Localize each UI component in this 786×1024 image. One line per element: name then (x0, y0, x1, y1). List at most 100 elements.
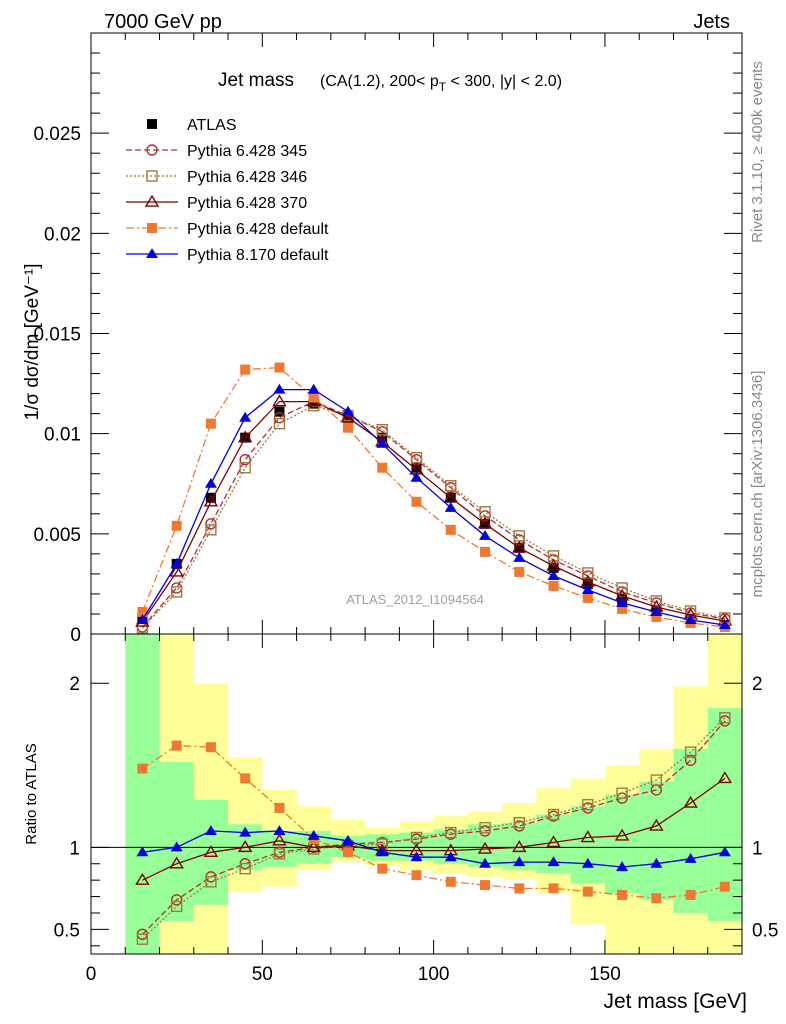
data-point (548, 562, 559, 573)
data-point (273, 383, 286, 394)
data-point (274, 406, 285, 417)
data-point (307, 829, 320, 840)
data-point (480, 880, 491, 891)
uncertainty-bands (125, 634, 742, 954)
data-point (581, 584, 594, 594)
band-inner-bin (604, 794, 640, 894)
ratio-plot (91, 711, 742, 945)
data-point (205, 418, 216, 429)
data-point (136, 933, 149, 945)
data-point (342, 847, 353, 858)
y-tick-label: 0 (70, 625, 81, 646)
data-point (137, 606, 148, 617)
ratio-y-tick-label-right: 0.5 (752, 920, 778, 941)
data-point (204, 477, 217, 488)
data-point (512, 540, 527, 553)
data-point (136, 846, 149, 857)
data-point (272, 833, 287, 846)
data-point (137, 763, 148, 774)
y-tick-label: 0.02 (44, 224, 81, 245)
data-point (513, 856, 526, 867)
series-line (142, 777, 726, 881)
data-point (479, 821, 491, 834)
data-point (308, 398, 319, 409)
data-point (514, 566, 525, 577)
y-tick-label: 0.01 (44, 425, 81, 446)
data-point (683, 795, 698, 808)
legend-marker (144, 194, 160, 207)
data-point (170, 900, 183, 913)
data-point (650, 595, 663, 607)
legend-entry: Pythia 8.170 default (126, 247, 329, 264)
data-point (582, 592, 593, 603)
legend-entry: Pythia 6.428 default (126, 221, 329, 238)
x-tick-label: 150 (589, 964, 621, 985)
data-point (445, 876, 456, 887)
ratio-y-tick-label-right: 1 (752, 838, 763, 859)
data-point (548, 883, 559, 894)
data-point (135, 872, 150, 885)
data-point (479, 529, 492, 540)
data-point (171, 740, 182, 751)
data-point (376, 846, 389, 857)
data-point (581, 857, 594, 868)
data-point (547, 856, 560, 867)
plot-title: Jet mass (218, 70, 294, 91)
data-point (719, 711, 731, 724)
legend-label: Pythia 6.428 370 (187, 195, 307, 212)
data-point (717, 771, 733, 784)
data-point (718, 619, 731, 630)
data-point (684, 614, 697, 625)
data-point (171, 520, 182, 531)
data-point (684, 754, 697, 767)
series-main-4 (137, 362, 730, 632)
band-inner-bin (330, 835, 366, 858)
data-point (273, 825, 286, 835)
data-point (477, 841, 493, 854)
legend-label: Pythia 6.428 345 (187, 143, 307, 160)
ratio-plot-frame (90, 633, 743, 955)
data-point (616, 787, 628, 799)
series-line (141, 400, 726, 623)
data-point (204, 825, 217, 835)
ratio-y-tick-label: 2 (69, 674, 80, 695)
x-tick-label: 50 (252, 964, 273, 985)
data-point (377, 462, 388, 473)
data-point (411, 870, 422, 881)
data-point (616, 861, 629, 872)
legend-label: ATLAS (187, 117, 237, 134)
data-point (444, 501, 457, 512)
series-line (142, 830, 726, 868)
x-tick-label: 0 (86, 964, 97, 985)
data-point (580, 830, 596, 843)
data-point (205, 876, 217, 888)
data-point (410, 471, 423, 482)
axes: 0 50 100 150 0 0.005 0.01 0.015 0.02 0.025 0.5 0.5 1… (33, 33, 778, 985)
data-point (240, 773, 251, 784)
series-main-5 (136, 383, 731, 630)
data-point (274, 802, 285, 813)
band-inner-bin (570, 806, 605, 884)
y-tick-label: 0.015 (33, 325, 81, 346)
data-point (514, 883, 525, 894)
data-point (340, 410, 356, 423)
series-line (141, 404, 726, 629)
data-point (582, 798, 594, 811)
data-point (479, 857, 492, 868)
data-point (239, 411, 252, 422)
data-point (203, 845, 219, 858)
data-point (377, 863, 388, 874)
data-point (170, 582, 183, 594)
data-point (342, 422, 353, 433)
legend-entry: Pythia 6.428 345 (126, 143, 307, 160)
data-point (170, 558, 183, 568)
series-line (141, 366, 725, 628)
mcplots-label: mcplots.cern.ch [arXiv:1306.3436] (749, 371, 766, 598)
data-point (445, 826, 457, 839)
legend-label: Pythia 6.428 346 (187, 169, 307, 186)
legend-label: Pythia 8.170 default (187, 247, 329, 264)
data-point (170, 841, 183, 852)
ratio-y-tick-label: 0.5 (54, 920, 80, 941)
data-point (651, 893, 662, 904)
data-point (170, 586, 183, 598)
